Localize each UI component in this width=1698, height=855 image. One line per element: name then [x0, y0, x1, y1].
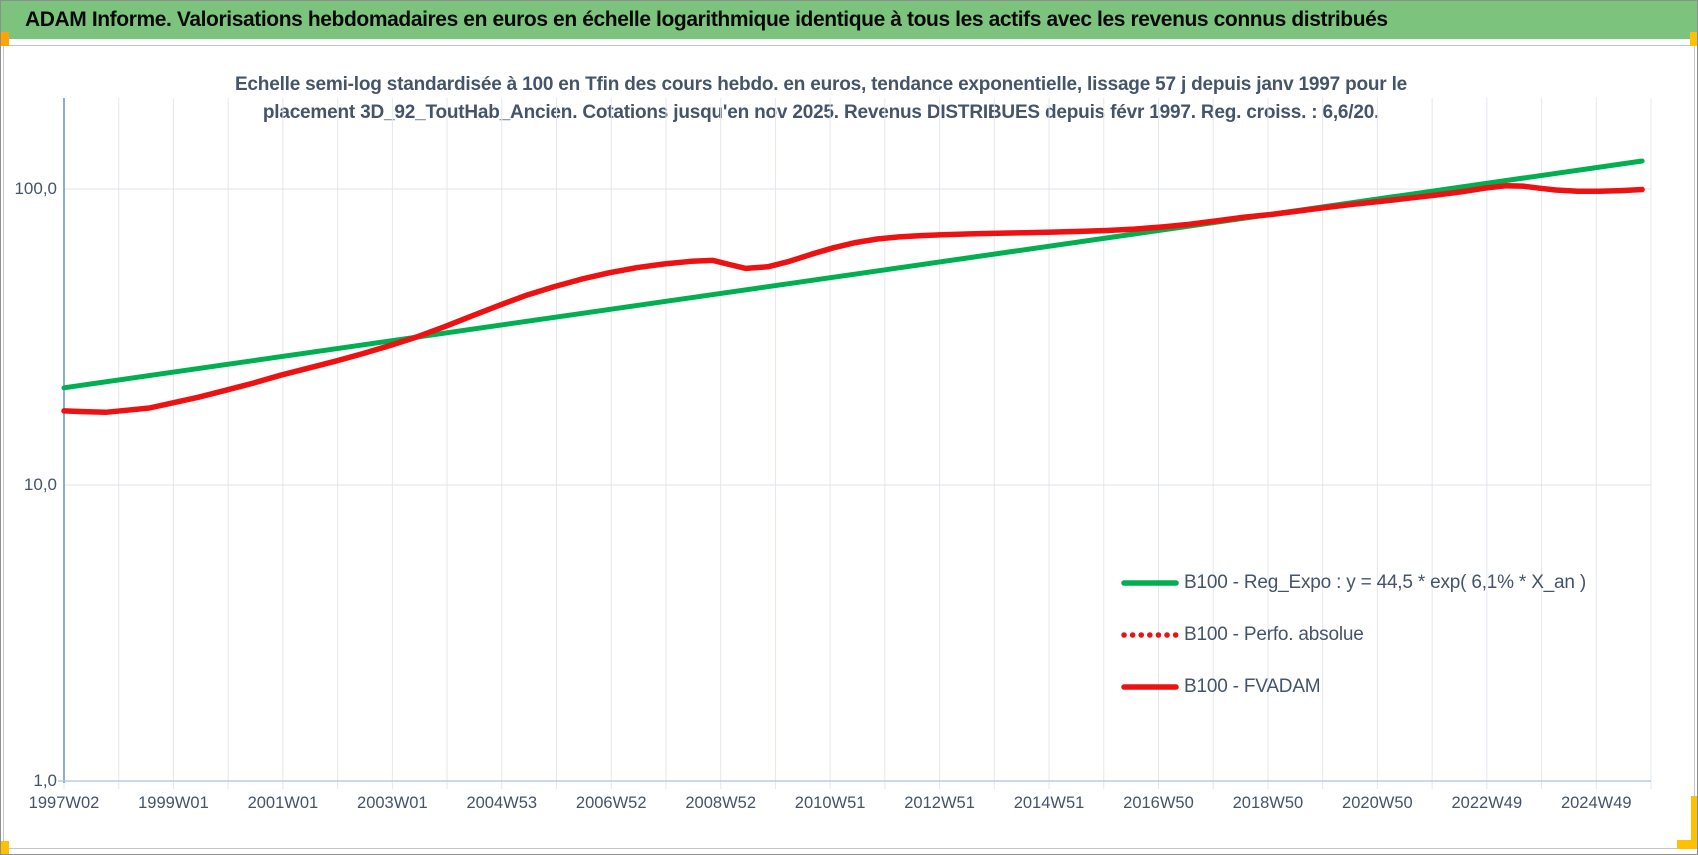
legend-item-fvadam[interactable]: B100 - FVADAM	[1121, 661, 1586, 713]
x-axis-tick-label: 1997W02	[28, 794, 100, 812]
legend-item-reg-expo[interactable]: B100 - Reg_Expo : y = 44,5 * exp( 6,1% *…	[1121, 557, 1586, 609]
report-title: ADAM Informe. Valorisations hebdomadaire…	[25, 8, 1388, 31]
x-axis-tick-label: 2018W50	[1232, 794, 1304, 812]
x-axis-tick-label: 2012W51	[904, 794, 975, 812]
legend-swatch-dotted	[1121, 632, 1179, 638]
x-axis-tick-label: 2001W01	[247, 794, 319, 812]
x-axis-tick-label: 2004W53	[466, 794, 538, 812]
x-axis-tick-label: 2020W50	[1342, 794, 1413, 812]
x-axis-tick-label: 2014W51	[1013, 794, 1085, 812]
series-line-reg-expo[interactable]	[61, 158, 1645, 391]
x-axis-tick-label: 2003W01	[357, 794, 428, 812]
x-axis-tick-label: 2024W49	[1560, 794, 1632, 812]
report-title-bar: ADAM Informe. Valorisations hebdomadaire…	[1, 1, 1697, 39]
chart-title-line1: Echelle semi-log standardisée à 100 en T…	[234, 74, 1408, 95]
corner-marker-top-right	[1690, 32, 1697, 46]
right-edge-marker	[1691, 796, 1697, 848]
legend-label: B100 - Perfo. absolue	[1184, 624, 1364, 645]
series-line-fvadam[interactable]	[61, 182, 1645, 416]
series-line-perfo-absolue[interactable]	[61, 183, 1645, 415]
x-axis-tick-label: 2008W52	[685, 794, 756, 812]
legend-swatch-solid	[1121, 580, 1179, 586]
corner-marker-bottom-right	[1677, 840, 1697, 849]
y-axis-tick-label: 1,0	[33, 771, 57, 790]
chart-title: Echelle semi-log standardisée à 100 en T…	[11, 71, 1631, 127]
corner-marker-top-left	[1, 32, 9, 46]
y-axis-tick-label: 100,0	[14, 179, 57, 198]
x-axis-tick-label: 2022W49	[1451, 794, 1523, 812]
legend-label: B100 - Reg_Expo : y = 44,5 * exp( 6,1% *…	[1184, 572, 1586, 593]
chart-legend: B100 - Reg_Expo : y = 44,5 * exp( 6,1% *…	[1121, 557, 1586, 713]
chart-title-line2: placement 3D_92_ToutHab_Ancien. Cotation…	[262, 102, 1380, 123]
y-axis-tick-label: 10,0	[23, 475, 57, 494]
x-axis-tick-label: 2006W52	[575, 794, 647, 812]
legend-swatch-solid	[1121, 684, 1179, 690]
legend-label: B100 - FVADAM	[1184, 676, 1321, 697]
chart-frame	[3, 45, 1695, 849]
legend-item-perfo-absolue[interactable]: B100 - Perfo. absolue	[1121, 609, 1586, 661]
x-axis-tick-label: 1999W01	[138, 794, 209, 812]
x-axis-tick-label: 2016W50	[1123, 794, 1194, 812]
corner-marker-bottom-left	[1, 841, 9, 854]
x-axis-tick-label: 2010W51	[794, 794, 866, 812]
